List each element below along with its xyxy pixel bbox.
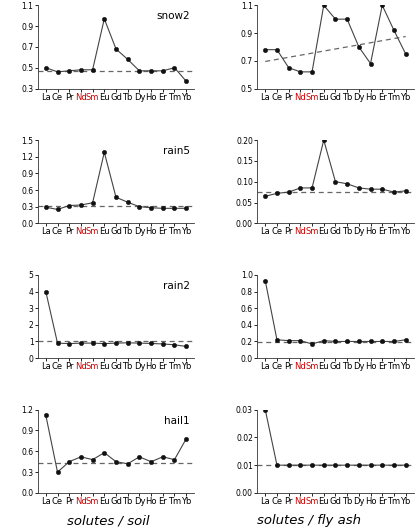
Text: solutes / soil: solutes / soil: [67, 514, 150, 527]
Text: snow2: snow2: [156, 11, 190, 21]
Text: rain2: rain2: [163, 281, 190, 291]
Text: solutes / fly ash: solutes / fly ash: [257, 514, 361, 527]
Text: hail1: hail1: [164, 416, 190, 426]
Text: rain5: rain5: [163, 146, 190, 156]
